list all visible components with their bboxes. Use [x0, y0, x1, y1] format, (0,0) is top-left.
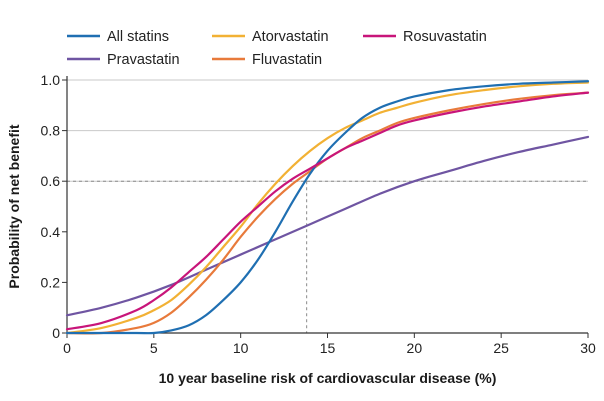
- legend-label-pravastatin: Pravastatin: [107, 52, 180, 68]
- series-line-fluvastatin: [65, 91, 590, 335]
- x-tick-label: 5: [150, 340, 158, 356]
- y-tick-label: 0.6: [41, 173, 61, 189]
- x-tick-label: 15: [320, 340, 336, 356]
- y-tick-label: 1.0: [41, 72, 61, 88]
- legend-label-all-statins: All statins: [107, 29, 169, 45]
- y-axis-title: Probability of net benefit: [6, 124, 22, 288]
- y-tick-label: 0: [52, 325, 60, 341]
- legend-label-atorvastatin: Atorvastatin: [252, 29, 329, 45]
- x-tick-label: 30: [580, 340, 596, 356]
- gridlines: [67, 79, 588, 182]
- legend: All statins Pravastatin Atorvastatin Fluvas…: [67, 29, 487, 68]
- y-tick-label: 0.8: [41, 123, 61, 139]
- ticks: 0 5 10 15 20 25 30 0 0.2 0.4 0.6 0.8 1.0: [41, 72, 596, 356]
- series-line-all-statins: [65, 80, 590, 335]
- legend-label-fluvastatin: Fluvastatin: [252, 52, 322, 68]
- x-tick-label: 25: [493, 340, 509, 356]
- series-line-atorvastatin: [65, 81, 590, 335]
- series-line-rosuvastatin: [65, 91, 590, 331]
- x-tick-label: 0: [63, 340, 71, 356]
- x-axis-title: 10 year baseline risk of cardiovascular …: [159, 370, 497, 386]
- series-lines: [65, 80, 590, 335]
- x-tick-label: 20: [407, 340, 423, 356]
- series-line-pravastatin: [65, 135, 590, 317]
- x-tick-label: 10: [233, 340, 249, 356]
- reference-lines: [67, 180, 588, 333]
- y-tick-label: 0.2: [41, 274, 61, 290]
- legend-label-rosuvastatin: Rosuvastatin: [403, 29, 487, 45]
- y-tick-label: 0.4: [41, 224, 61, 240]
